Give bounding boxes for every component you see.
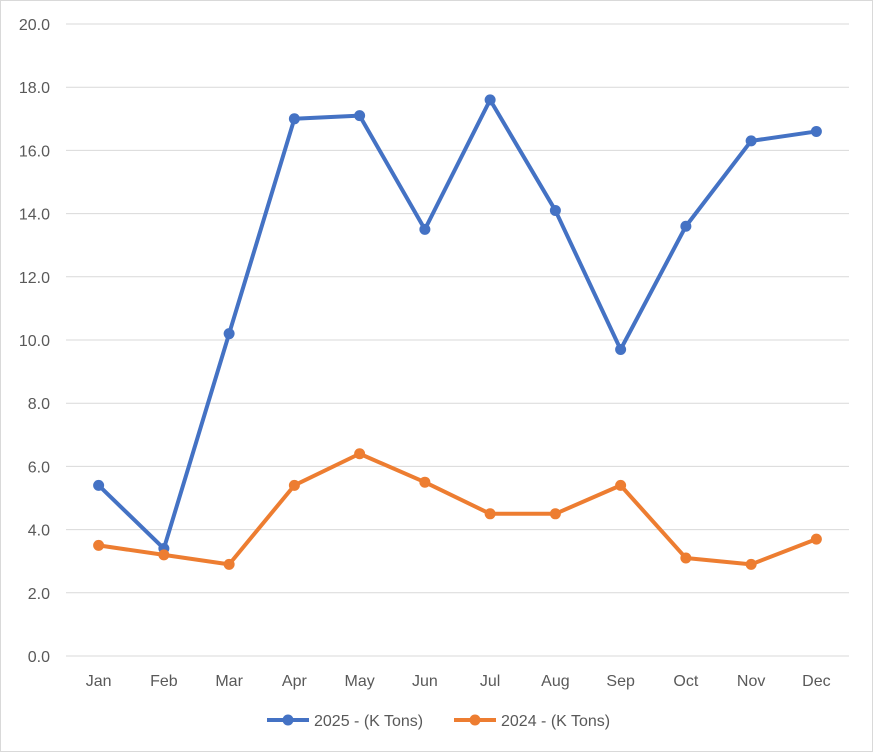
- data-point[interactable]: [354, 110, 366, 122]
- data-point[interactable]: [549, 204, 561, 216]
- x-tick-label: Jul: [480, 673, 500, 690]
- series-line: [96, 97, 819, 551]
- gridlines: [66, 23, 849, 657]
- x-tick-label: Dec: [802, 673, 830, 690]
- y-tick-label: 18.0: [19, 80, 50, 97]
- data-point[interactable]: [680, 552, 692, 564]
- series-line: [96, 451, 819, 567]
- data-point[interactable]: [158, 549, 170, 561]
- data-point[interactable]: [93, 479, 105, 491]
- y-tick-label: 12.0: [19, 270, 50, 287]
- data-point[interactable]: [419, 476, 431, 488]
- data-point[interactable]: [745, 135, 757, 147]
- x-tick-label: Oct: [673, 673, 698, 690]
- data-point[interactable]: [615, 343, 627, 355]
- series-1: [93, 94, 822, 555]
- x-tick-label: Nov: [737, 673, 765, 690]
- data-point[interactable]: [549, 508, 561, 520]
- y-tick-label: 14.0: [19, 207, 50, 224]
- data-point[interactable]: [223, 558, 235, 570]
- y-tick-label: 4.0: [28, 523, 50, 540]
- legend-point-marker: [282, 714, 294, 726]
- data-point[interactable]: [484, 94, 496, 106]
- data-point[interactable]: [745, 558, 757, 570]
- data-point[interactable]: [810, 125, 822, 137]
- y-tick-label: 20.0: [19, 17, 50, 34]
- x-tick-label: Feb: [150, 673, 178, 690]
- legend-item[interactable]: 2025 - (K Tons): [267, 713, 423, 730]
- y-tick-label: 16.0: [19, 143, 50, 160]
- series-group: [93, 94, 822, 570]
- data-point[interactable]: [354, 448, 366, 460]
- x-tick-label: Sep: [606, 673, 635, 690]
- y-axis-ticks: 0.0 2.0 4.0 6.0 8.0 10.0 12.0 14.0 16.0 18.0 20.0: [19, 17, 50, 666]
- data-point[interactable]: [288, 479, 300, 491]
- x-tick-label: Jan: [86, 673, 112, 690]
- x-tick-label: May: [345, 673, 375, 690]
- data-point[interactable]: [680, 220, 692, 232]
- data-point[interactable]: [615, 479, 627, 491]
- data-point[interactable]: [93, 539, 105, 551]
- data-point[interactable]: [288, 113, 300, 125]
- series-2: [93, 448, 822, 570]
- x-tick-label: Apr: [282, 673, 308, 690]
- y-tick-label: 2.0: [28, 586, 50, 603]
- x-tick-label: Aug: [541, 673, 569, 690]
- legend-label: 2024 - (K Tons): [501, 713, 610, 730]
- data-point[interactable]: [419, 223, 431, 235]
- data-point[interactable]: [484, 508, 496, 520]
- data-point[interactable]: [223, 328, 235, 340]
- data-point[interactable]: [810, 533, 822, 545]
- x-tick-label: Mar: [215, 673, 243, 690]
- y-tick-label: 0.0: [28, 649, 50, 666]
- legend[interactable]: 2025 - (K Tons) 2024 - (K Tons): [267, 713, 610, 730]
- y-tick-label: 6.0: [28, 459, 50, 476]
- y-tick-label: 8.0: [28, 396, 50, 413]
- legend-label: 2025 - (K Tons): [314, 713, 423, 730]
- x-axis-ticks: Jan Feb Mar Apr May Jun Jul Aug Sep Oct Nov Dec: [86, 673, 831, 690]
- x-tick-label: Jun: [412, 673, 438, 690]
- legend-point-marker: [469, 714, 481, 726]
- y-tick-label: 10.0: [19, 333, 50, 350]
- legend-item[interactable]: 2024 - (K Tons): [454, 713, 610, 730]
